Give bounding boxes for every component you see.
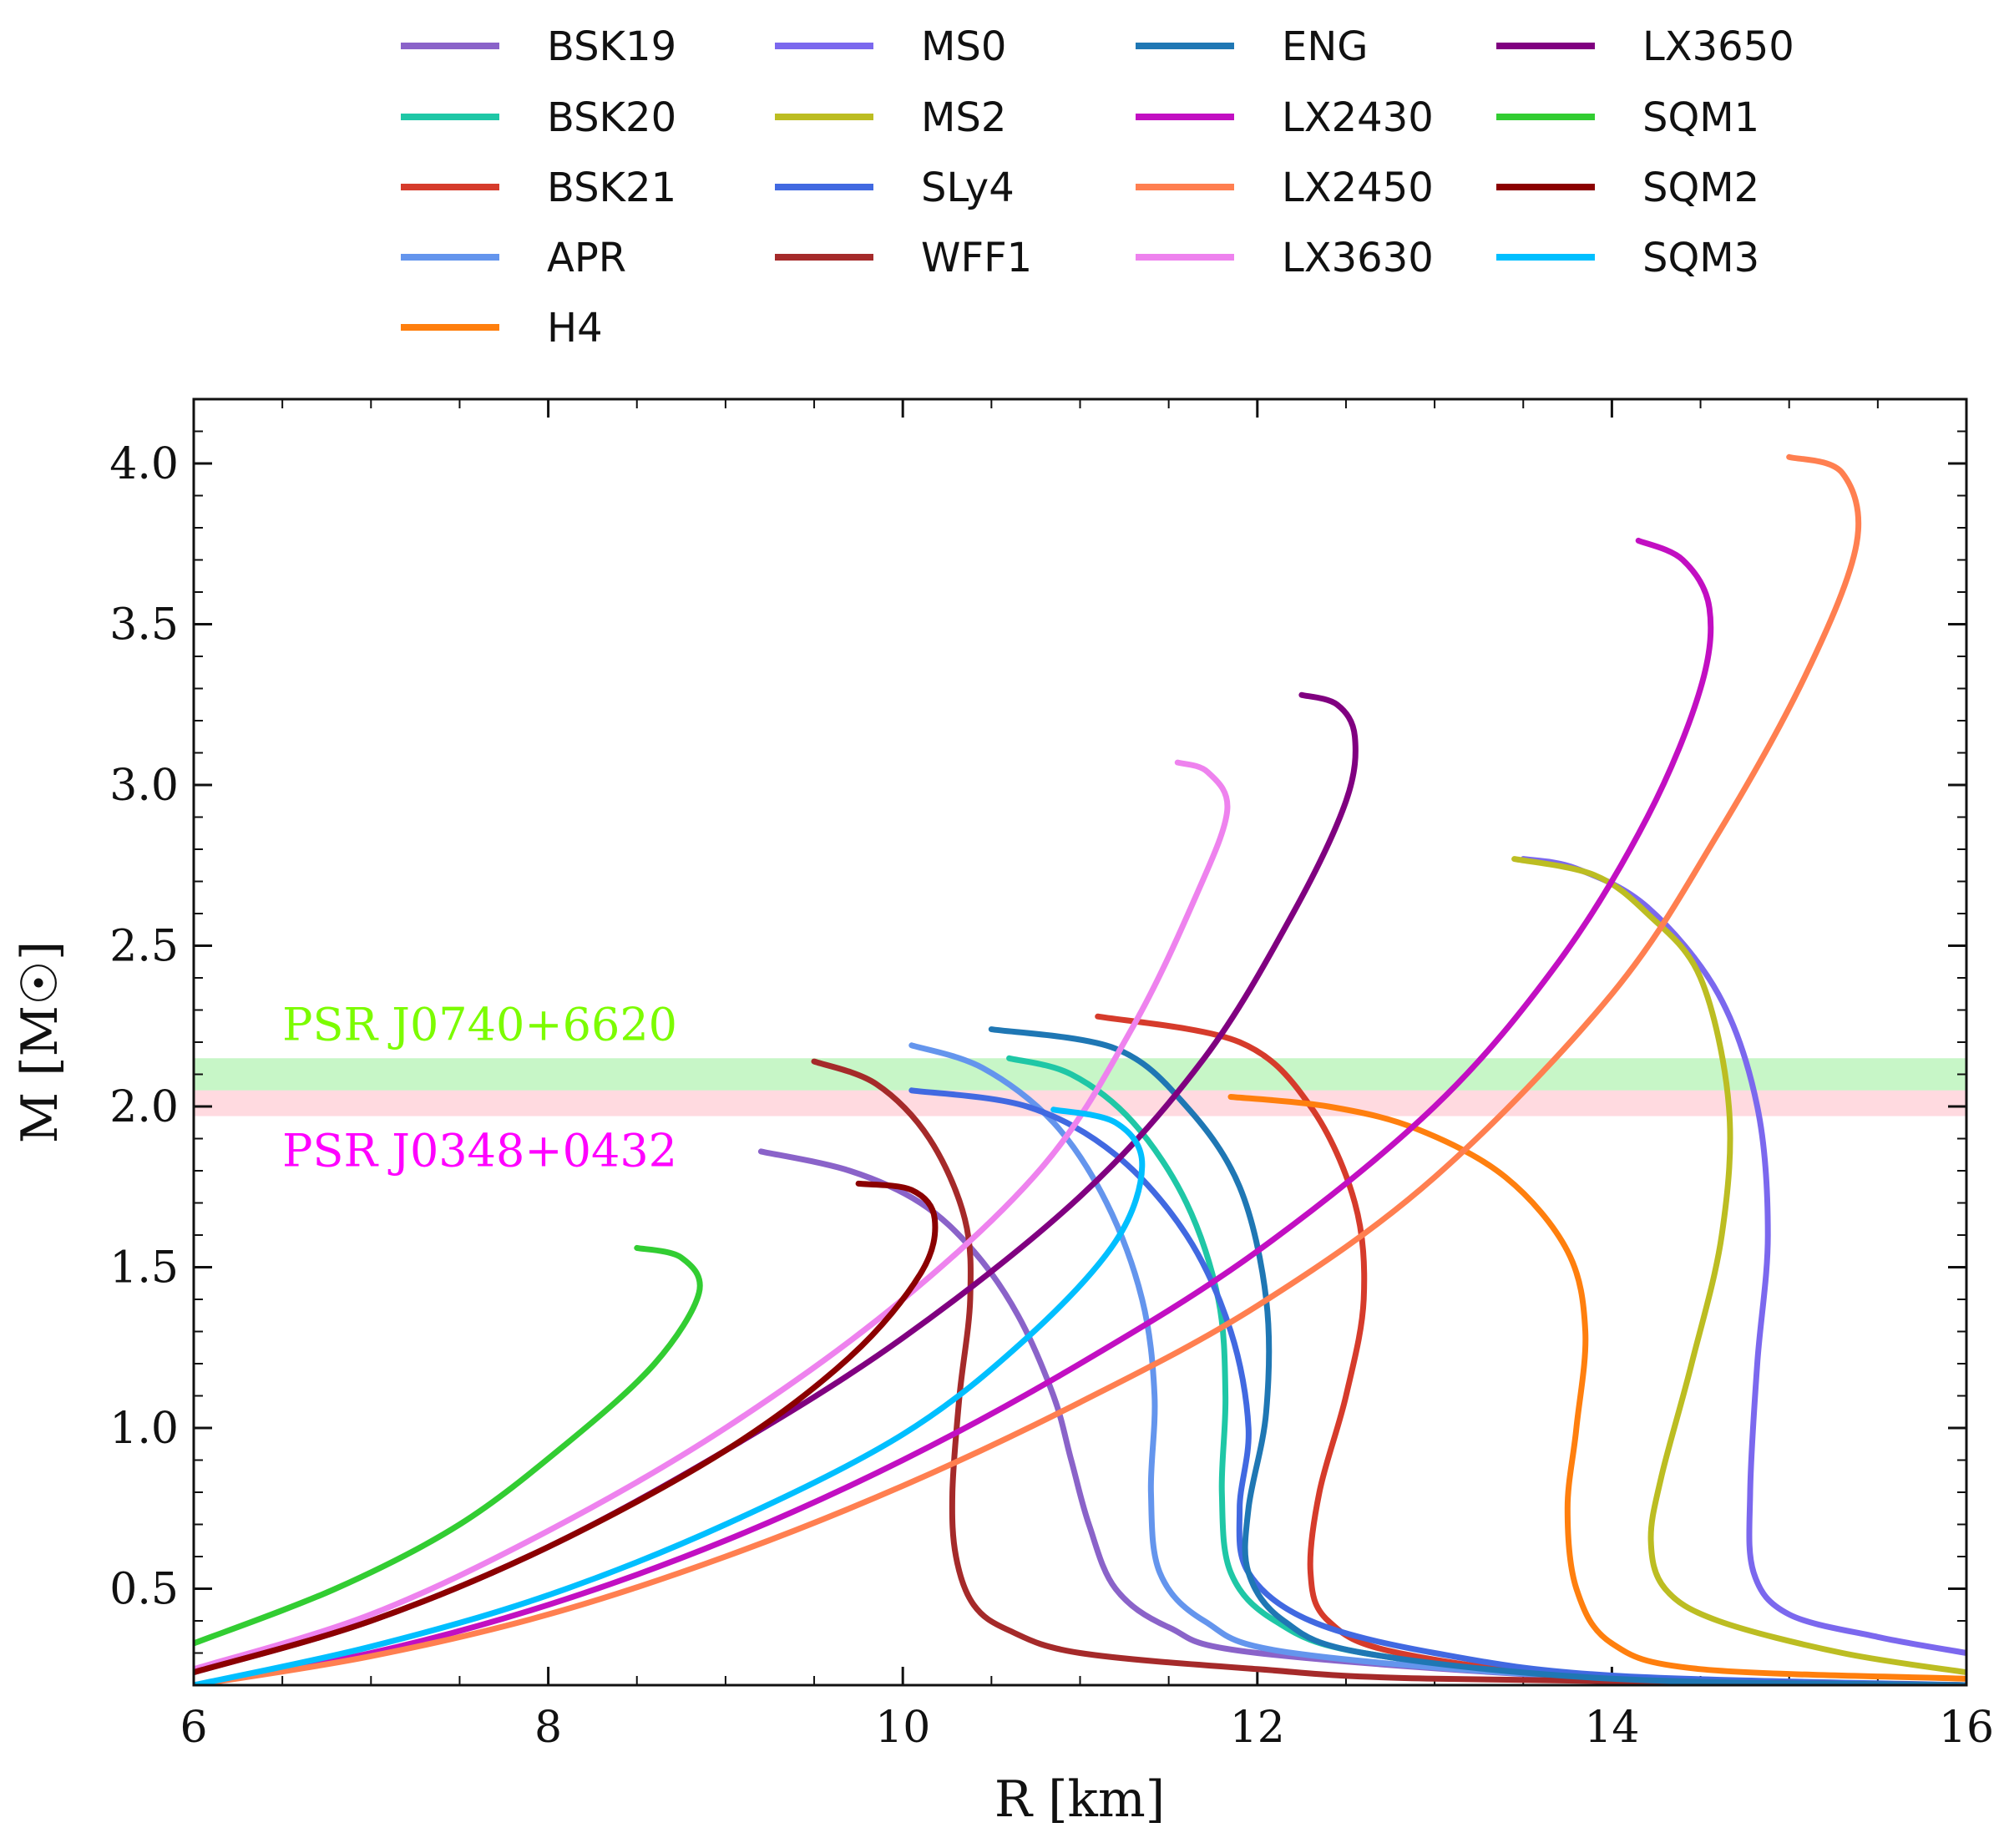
- y-tick-label: 3.0: [109, 761, 179, 811]
- legend-label-sqm1: SQM1: [1642, 94, 1759, 141]
- y-tick-label: 4.0: [109, 439, 179, 489]
- curve-lx2430: [194, 537, 1714, 1685]
- curve-layer: [194, 453, 1966, 1685]
- legend-label-sqm2: SQM2: [1642, 165, 1759, 211]
- legend-label-bsk19: BSK19: [547, 23, 676, 70]
- y-tick-label: 1.5: [109, 1243, 179, 1294]
- band-label: PSR J0348+0432: [282, 1125, 677, 1177]
- legend-label-bsk21: BSK21: [547, 165, 676, 211]
- curve-bsk21: [1095, 1013, 1966, 1685]
- tick-labels: 6 8 10 12 14 16 0.5 1.0 1.5 2.0 2.5 3.0 3.5 4.0: [109, 439, 1994, 1753]
- legend-label-bsk20: BSK20: [547, 94, 676, 141]
- curve-lx2450: [194, 453, 1862, 1685]
- x-tick-label: 12: [1230, 1703, 1285, 1753]
- legend: BSK19 BSK20 BSK21 APR H4 MS0 MS2 SLy4 WFF1 ENG LX2…: [401, 23, 1794, 352]
- legend-label-apr: APR: [547, 235, 626, 281]
- plot-frame: [192, 397, 1968, 1687]
- x-tick-label: 6: [180, 1703, 207, 1753]
- legend-label-ms0: MS0: [921, 23, 1006, 70]
- legend-label-wff1: WFF1: [921, 235, 1032, 281]
- curve-sqm2: [194, 1180, 939, 1676]
- y-tick-label: 2.5: [109, 922, 179, 972]
- curve-ms0: [1520, 856, 1966, 1656]
- curve-lx3630: [194, 759, 1231, 1673]
- legend-label-ms2: MS2: [921, 94, 1006, 141]
- legend-label-eng: ENG: [1282, 23, 1368, 70]
- legend-label-lx2430: LX2430: [1282, 94, 1434, 141]
- legend-label-h4: H4: [547, 305, 603, 352]
- x-axis-title: R [km]: [994, 1770, 1165, 1829]
- legend-label-sly4: SLy4: [921, 165, 1015, 211]
- curve-sqm1: [194, 1244, 703, 1647]
- curve-sqm3: [194, 1106, 1146, 1685]
- band-psr-j0740-6620: [194, 1058, 1966, 1091]
- curve-ms2: [1511, 856, 1966, 1676]
- y-tick-label: 3.5: [109, 600, 179, 651]
- legend-label-lx2450: LX2450: [1282, 165, 1434, 211]
- x-tick-label: 8: [534, 1703, 562, 1753]
- legend-label-lx3650: LX3650: [1642, 23, 1794, 70]
- x-tick-label: 14: [1584, 1703, 1639, 1753]
- y-axis-title: M [M☉]: [11, 941, 69, 1144]
- x-tick-label: 10: [875, 1703, 930, 1753]
- curve-sly4: [908, 1087, 1966, 1685]
- curve-wff1: [811, 1058, 1966, 1685]
- band-label: PSR J0740+6620: [282, 998, 677, 1051]
- observation-bands: PSR J0740+6620 PSR J0348+0432: [194, 998, 1966, 1177]
- legend-label-sqm3: SQM3: [1642, 235, 1759, 281]
- legend-label-lx3630: LX3630: [1282, 235, 1434, 281]
- curve-eng: [988, 1026, 1966, 1685]
- x-tick-label: 16: [1939, 1703, 1994, 1753]
- y-tick-label: 1.0: [109, 1404, 179, 1454]
- curve-lx3650: [194, 691, 1359, 1676]
- y-tick-label: 0.5: [109, 1565, 179, 1615]
- y-tick-label: 2.0: [109, 1082, 179, 1132]
